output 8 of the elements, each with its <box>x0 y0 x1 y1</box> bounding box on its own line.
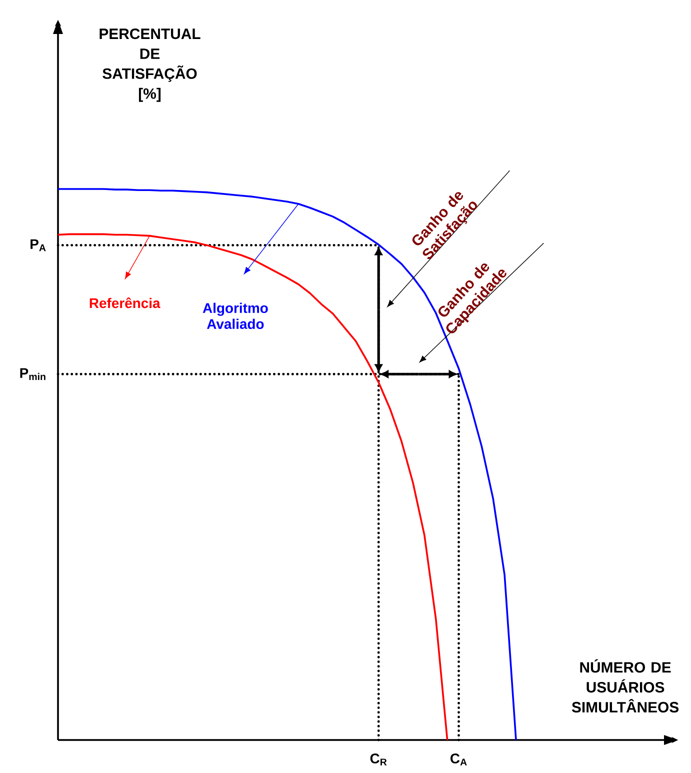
x-tick-label: C$_{R}$ <box>370 754 387 766</box>
ref-line-label: P$_{min}$ <box>20 368 46 380</box>
x-axis-title: NÚMERO DE USUÁRIOS SIMULTÂNEOS <box>572 659 679 713</box>
x-tick-label: C$_{A}$ <box>450 754 467 766</box>
text: Algoritmo Avaliado <box>202 302 268 329</box>
ref-line-label: P$_{A}$ <box>30 239 46 252</box>
text: Referência <box>90 298 160 308</box>
text: PERCENTUAL DE SATISFAÇÃO [%] <box>100 28 200 102</box>
